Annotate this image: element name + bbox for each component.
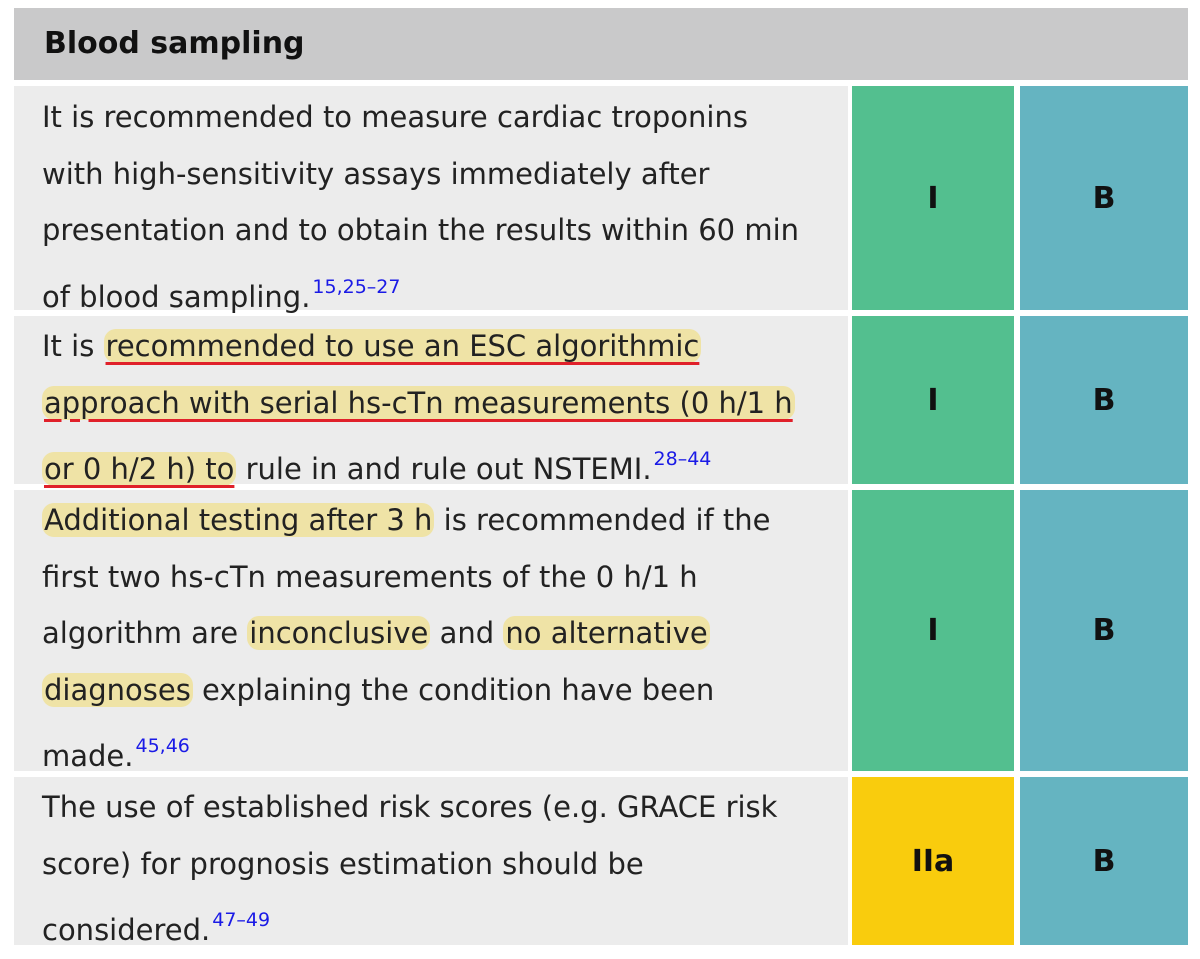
class-badge: IIa bbox=[852, 777, 1014, 945]
text-segment: rule in and rule out NSTEMI. bbox=[236, 452, 652, 486]
text-segment: is recommended if the bbox=[434, 503, 771, 537]
level-badge: B bbox=[1020, 86, 1188, 310]
class-badge: I bbox=[852, 316, 1014, 484]
text-line: of blood sampling. bbox=[42, 279, 311, 314]
level-badge: B bbox=[1020, 777, 1188, 945]
recommendation-row-text: It is recommended to use an ESC algorith… bbox=[14, 316, 848, 486]
highlighted-text: diagnoses bbox=[42, 672, 193, 707]
text-line: presentation and to obtain the results w… bbox=[42, 213, 800, 247]
text-line: with high-sensitivity assays immediately… bbox=[42, 156, 710, 191]
text-segment: first two hs-cTn measurements of the 0 h… bbox=[42, 559, 698, 594]
level-label: B bbox=[1092, 382, 1116, 418]
level-badge: B bbox=[1020, 490, 1188, 771]
class-label: I bbox=[927, 613, 939, 648]
class-label: I bbox=[927, 382, 939, 418]
highlighted-text: inconclusive bbox=[247, 616, 431, 650]
class-label: IIa bbox=[911, 843, 955, 879]
text-line: considered. bbox=[42, 913, 211, 947]
recommendation-row-text: It is recommended to measure cardiac tro… bbox=[14, 86, 848, 314]
level-label: B bbox=[1092, 180, 1116, 216]
recommendation-row-text: The use of established risk scores (e.g.… bbox=[14, 777, 848, 947]
class-badge: I bbox=[852, 86, 1014, 310]
reference-citation[interactable]: 45,46 bbox=[135, 735, 190, 757]
section-title: Blood sampling bbox=[44, 26, 305, 61]
section-header: Blood sampling bbox=[14, 8, 1188, 80]
highlighted-text: Additional testing after 3 h bbox=[42, 503, 435, 537]
text-segment: and bbox=[430, 616, 504, 650]
highlighted-text: approach with serial hs-cTn measurements… bbox=[42, 385, 795, 420]
level-label: B bbox=[1092, 613, 1116, 648]
text-line: It is recommended to measure cardiac tro… bbox=[42, 100, 748, 134]
text-line: score) for prognosis estimation should b… bbox=[42, 846, 644, 881]
level-badge: B bbox=[1020, 316, 1188, 484]
level-label: B bbox=[1092, 843, 1116, 879]
text-line: The use of established risk scores (e.g.… bbox=[42, 790, 778, 824]
text-segment: algorithm are bbox=[42, 616, 248, 650]
class-label: I bbox=[927, 180, 939, 216]
reference-citation[interactable]: 15,25–27 bbox=[312, 275, 401, 298]
highlighted-text: no alternative bbox=[503, 616, 710, 650]
text-segment: made. bbox=[42, 739, 134, 773]
highlighted-text: or 0 h/2 h) to bbox=[42, 452, 237, 486]
highlighted-text: recommended to use an ESC algorithmic bbox=[103, 329, 702, 363]
reference-citation[interactable]: 28–44 bbox=[653, 448, 712, 470]
recommendation-row-text: Additional testing after 3 h is recommen… bbox=[14, 490, 848, 773]
text-segment: explaining the condition have been bbox=[192, 672, 715, 707]
class-badge: I bbox=[852, 490, 1014, 771]
text-segment: It is bbox=[42, 329, 104, 363]
reference-citation[interactable]: 47–49 bbox=[212, 909, 271, 931]
